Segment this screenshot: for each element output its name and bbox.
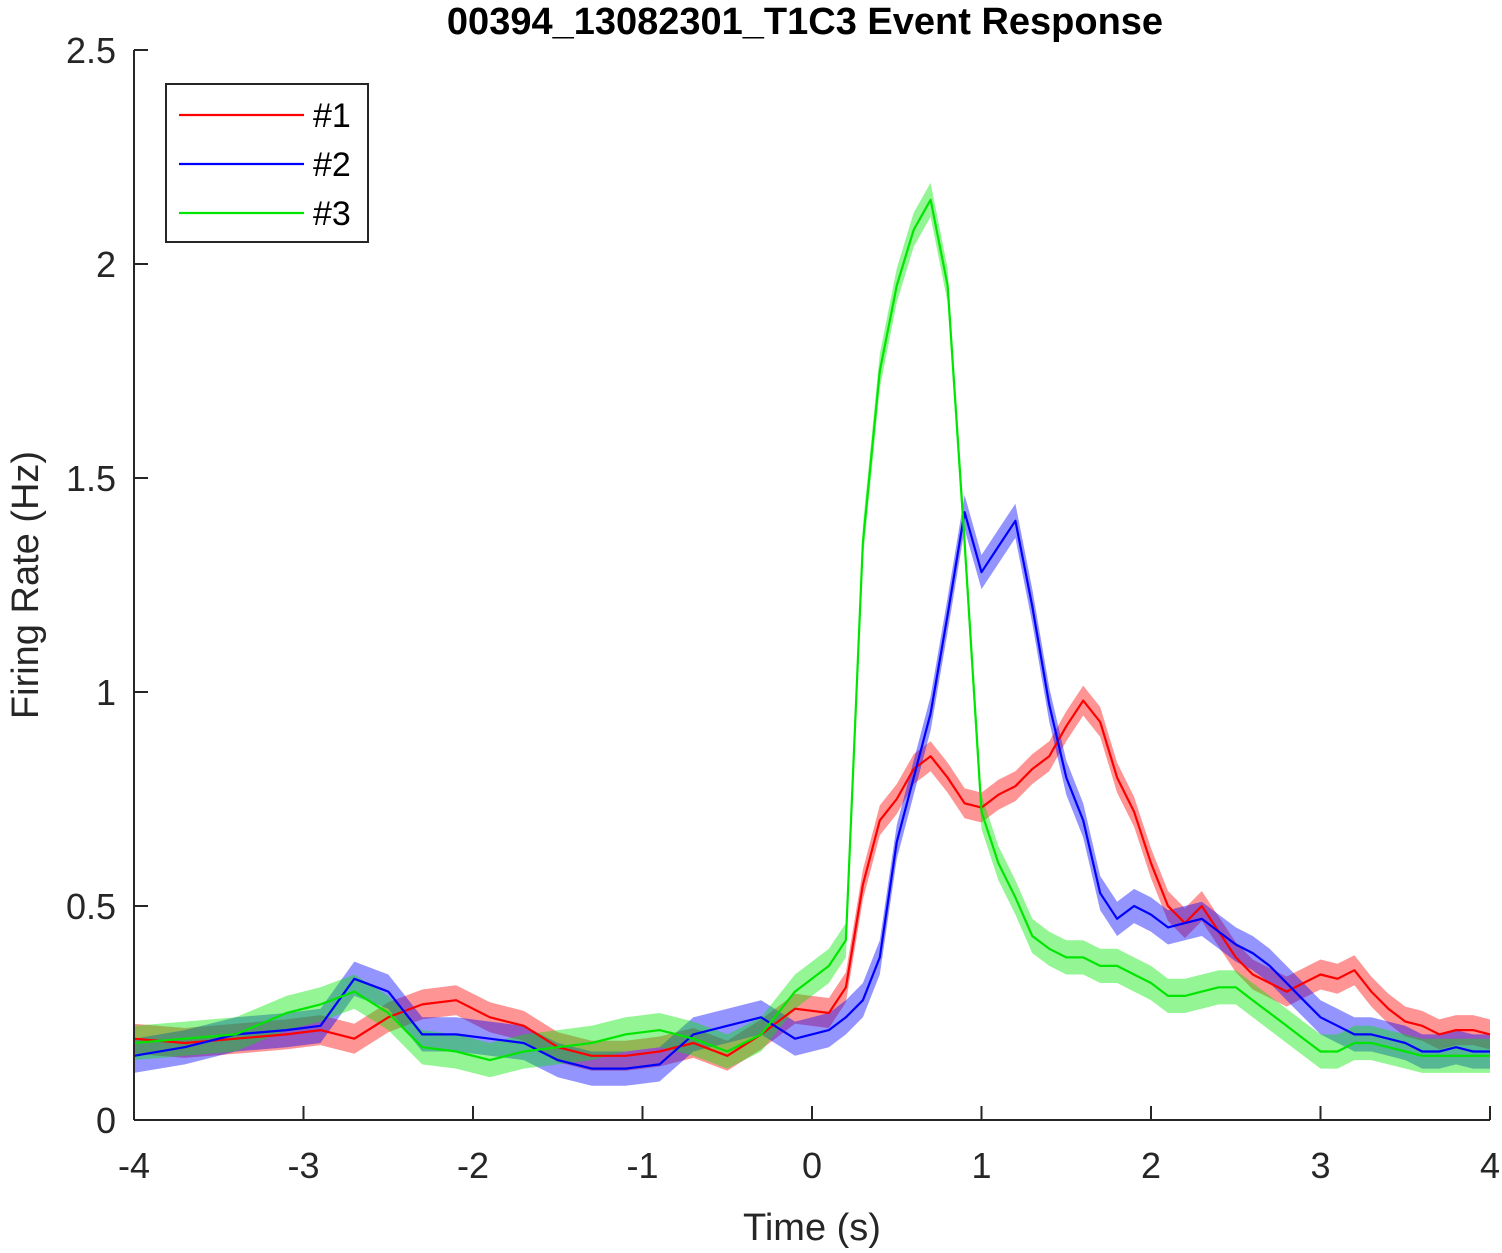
chart-title: 00394_13082301_T1C3 Event Response	[447, 1, 1163, 43]
y-tick-label: 2	[96, 244, 116, 285]
y-tick-label: 1.5	[66, 458, 116, 499]
y-tick-label: 0	[96, 1100, 116, 1141]
y-axis-ticks: 0 0.5 1 1.5 2 2.5	[66, 30, 148, 1141]
legend-label-1: #1	[313, 97, 351, 135]
series-line-3	[133, 198, 1490, 1062]
y-axis-label: Firing Rate (Hz)	[5, 451, 47, 719]
legend-label-2: #2	[313, 146, 351, 184]
x-axis-ticks: -4 -3 -2 -1 0 1 2 3 4	[118, 1106, 1500, 1186]
x-tick-label: 0	[802, 1145, 822, 1186]
x-axis-label: Time (s)	[743, 1207, 881, 1249]
legend-label-3: #3	[313, 195, 351, 233]
series-lines	[133, 198, 1491, 1070]
series-line-1	[133, 699, 1491, 1057]
y-tick-label: 1	[96, 672, 116, 713]
x-tick-label: 4	[1480, 1145, 1500, 1186]
y-tick-label: 0.5	[66, 886, 116, 927]
x-tick-label: -4	[118, 1145, 150, 1186]
x-tick-label: -1	[626, 1145, 658, 1186]
x-tick-label: 2	[1141, 1145, 1161, 1186]
error-band-series-2	[134, 495, 1490, 1086]
x-tick-label: 3	[1310, 1145, 1330, 1186]
x-tick-label: -2	[457, 1145, 489, 1186]
y-tick-label: 2.5	[66, 30, 116, 71]
x-tick-label: 1	[971, 1145, 991, 1186]
series-line-2	[133, 511, 1490, 1070]
legend: #1 #2 #3	[165, 83, 369, 243]
x-tick-label: -3	[287, 1145, 319, 1186]
